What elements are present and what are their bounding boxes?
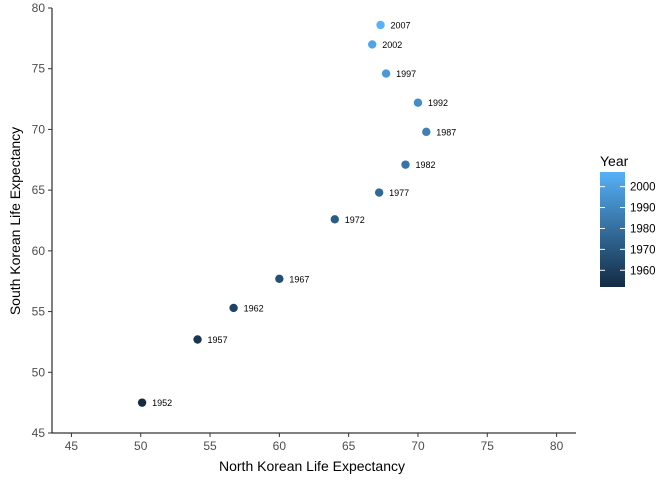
y-tick-label: 60 <box>32 244 46 258</box>
point-label: 1962 <box>244 303 264 313</box>
legend-color-bar <box>600 172 625 287</box>
point-label: 1967 <box>289 274 309 284</box>
x-tick-label: 55 <box>203 439 217 453</box>
color-legend: Year 1960 1970 1980 1990 2000 <box>600 153 656 287</box>
data-point <box>193 335 202 344</box>
y-tick-label: 70 <box>32 122 46 136</box>
point-label: 1957 <box>208 335 228 345</box>
point-label: 1977 <box>389 188 409 198</box>
legend-title: Year <box>600 153 629 169</box>
legend-tick-label: 1980 <box>630 223 656 235</box>
legend-tick-label: 2000 <box>630 182 656 194</box>
data-point <box>137 398 147 407</box>
data-point <box>376 20 385 30</box>
y-tick-label: 80 <box>32 1 46 15</box>
data-points <box>137 20 431 407</box>
y-tick-label: 55 <box>32 305 46 319</box>
x-tick-label: 50 <box>134 439 148 453</box>
data-point <box>330 215 339 224</box>
x-tick-label: 60 <box>273 439 287 453</box>
point-label: 1997 <box>396 69 416 79</box>
point-label: 1992 <box>428 98 448 108</box>
legend-tick-label: 1970 <box>630 244 656 256</box>
point-label: 1987 <box>436 127 456 137</box>
point-label: 1952 <box>152 398 172 408</box>
point-label: 2007 <box>391 21 411 31</box>
x-axis-title: North Korean Life Expectancy <box>219 458 405 474</box>
y-tick-label: 65 <box>32 183 46 197</box>
x-tick-label: 45 <box>65 439 79 453</box>
y-tick-label: 50 <box>32 365 46 379</box>
x-tick-label: 65 <box>342 439 356 453</box>
y-tick-label: 45 <box>32 426 46 440</box>
y-axis-title: South Korean Life Expectancy <box>7 127 23 315</box>
legend-tick-label: 1990 <box>630 203 656 215</box>
x-tick-label: 80 <box>550 439 564 453</box>
data-point <box>413 98 423 107</box>
x-tick-label: 75 <box>481 439 495 453</box>
point-label: 1982 <box>415 160 435 170</box>
data-point <box>368 40 377 49</box>
point-labels: 1952 1957 1962 1967 1972 1977 1982 1987 1992 1997… <box>152 21 456 409</box>
data-point <box>381 69 391 78</box>
point-label: 2002 <box>382 40 402 50</box>
x-tick-label: 70 <box>411 439 425 453</box>
axes: 45 50 55 60 65 70 75 80 45 50 55 60 65 70 75 80 <box>32 1 576 453</box>
data-point <box>422 127 431 137</box>
legend-tick-label: 1960 <box>630 265 656 277</box>
data-point <box>401 160 410 169</box>
point-label: 1972 <box>345 215 365 225</box>
data-point <box>374 188 384 197</box>
y-tick-label: 75 <box>32 62 46 76</box>
data-point <box>275 274 284 283</box>
data-point <box>229 303 238 313</box>
